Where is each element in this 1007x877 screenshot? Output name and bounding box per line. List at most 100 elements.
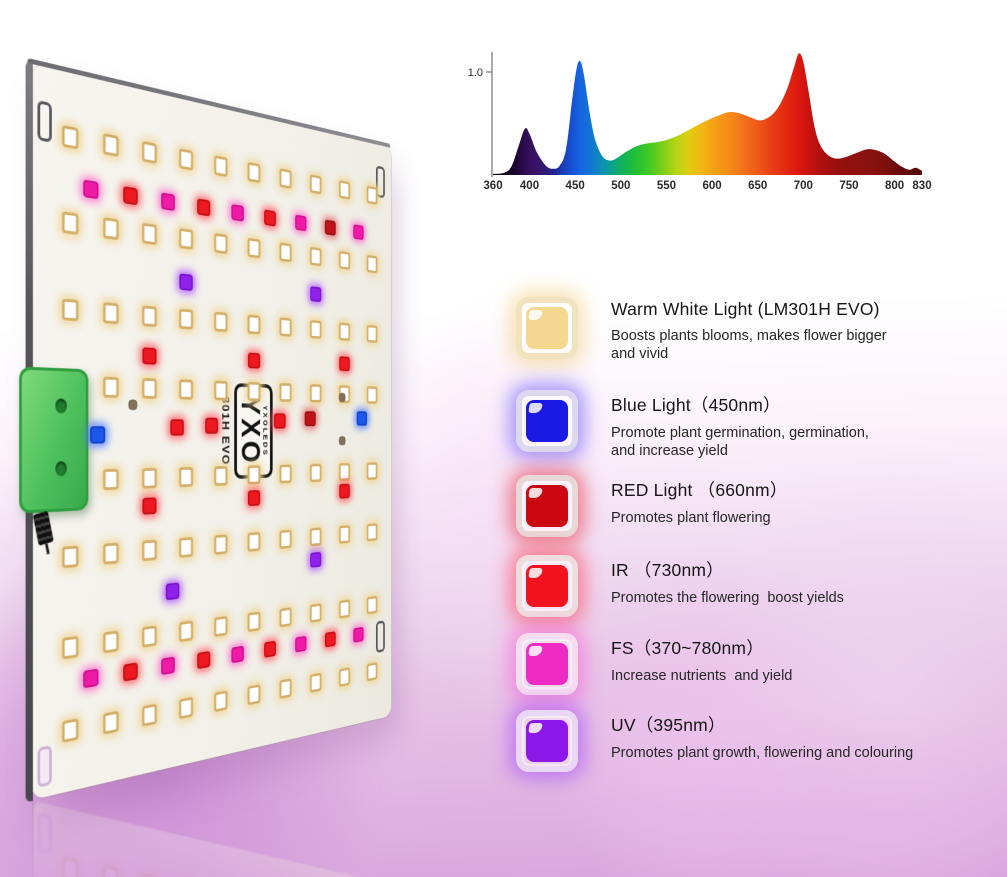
led-warm-white: [366, 522, 378, 542]
led-warm-white: [142, 140, 158, 165]
fs-led-chip: [526, 643, 568, 685]
legend-title: UV（395nm）: [611, 715, 726, 735]
ir-led-swatch: [516, 555, 578, 617]
led-magenta: [83, 668, 99, 689]
led-red: [274, 413, 286, 429]
x-axis-tick-label: 550: [657, 180, 676, 192]
led-warm-white: [214, 466, 228, 487]
led-warm-white: [247, 161, 261, 184]
led-red: [170, 419, 184, 436]
led-warm-white: [142, 305, 158, 327]
legend-text: FS（370~780nm） Increase nutrients and yie…: [611, 633, 792, 685]
legend-item-ir: IR （730nm） Promotes the flowering boost …: [516, 555, 844, 617]
legend-description: Boosts plants blooms, makes flower bigge…: [611, 328, 887, 363]
led-red: [264, 640, 276, 658]
led-warm-white: [179, 467, 194, 488]
led-warm-white: [103, 133, 119, 158]
led-magenta: [231, 645, 244, 664]
led-warm-white: [366, 596, 378, 615]
led-uv-purple: [310, 286, 322, 303]
led-warm-white: [366, 324, 378, 343]
led-warm-white: [62, 125, 79, 150]
led-warm-white: [103, 630, 119, 654]
led-warm-white: [214, 380, 228, 401]
legend-title: Blue Light（450nm）: [611, 395, 781, 415]
red-led-chip: [526, 485, 568, 527]
led-warm-white: [142, 468, 158, 490]
led-unlit: [128, 400, 138, 411]
led-warm-white: [279, 529, 292, 549]
led-warm-white: [103, 216, 119, 240]
led-magenta: [231, 204, 244, 222]
ir-led-chip: [526, 565, 568, 607]
led-warm-white: [179, 227, 194, 250]
x-axis-tick-label: 700: [794, 180, 813, 192]
legend-text: Blue Light（450nm） Promote plant germinat…: [611, 390, 869, 461]
led-warm-white: [366, 662, 378, 682]
x-axis-tick-label: 830: [912, 180, 931, 192]
legend-description: Promote plant germination, germination, …: [611, 425, 869, 460]
legend-text: IR （730nm） Promotes the flowering boost …: [611, 555, 844, 607]
led-warm-white: [103, 469, 119, 491]
led-magenta: [83, 179, 99, 200]
blue-led-swatch: [516, 390, 578, 452]
led-unlit: [339, 436, 346, 446]
led-warm-white: [309, 319, 322, 339]
x-axis-tick-label: 450: [566, 180, 585, 192]
led-warm-white: [103, 302, 119, 325]
legend-title: RED Light （660nm）: [611, 480, 788, 500]
led-warm-white: [366, 462, 378, 481]
legend-item-fs: FS（370~780nm） Increase nutrients and yie…: [516, 633, 792, 695]
led-warm-white: [247, 314, 261, 335]
led-warm-white: [142, 222, 158, 245]
led-red: [142, 347, 157, 366]
led-warm-white: [62, 718, 79, 743]
led-uv-purple: [165, 582, 180, 601]
led-red: [247, 489, 261, 507]
led-warm-white: [309, 246, 322, 267]
legend-description: Promotes plant flowering: [611, 510, 771, 526]
led-red: [197, 650, 211, 670]
led-magenta: [161, 656, 175, 676]
led-warm-white: [309, 384, 322, 403]
fs-led-swatch: [516, 633, 578, 695]
led-warm-white: [142, 378, 158, 399]
led-red: [123, 662, 138, 682]
led-warm-white: [214, 616, 228, 638]
led-warm-white: [103, 376, 119, 399]
spectrum-chart: 1.0 360 400 450 500 550 600 650 700 750 800 830: [468, 52, 932, 192]
led-red: [339, 356, 350, 372]
led-warm-white: [62, 636, 79, 660]
x-axis-tick-label: 800: [885, 180, 904, 192]
legend-item-red: RED Light （660nm） Promotes plant floweri…: [516, 475, 788, 537]
led-unlit: [339, 393, 346, 403]
legend-description: Increase nutrients and yield: [611, 668, 793, 684]
uv-led-swatch: [516, 710, 578, 772]
led-red: [205, 417, 219, 434]
legend-text: RED Light （660nm） Promotes plant floweri…: [611, 475, 788, 527]
led-warm-white: [338, 599, 351, 619]
led-warm-white: [279, 464, 292, 484]
led-warm-white: [142, 873, 158, 877]
led-warm-white: [103, 865, 119, 877]
led-uv-purple: [310, 551, 322, 568]
led-warm-white: [247, 381, 261, 402]
blue-led-chip: [526, 400, 568, 442]
warm-white-led-chip: [526, 307, 568, 349]
led-layer: [32, 800, 391, 877]
led-warm-white: [366, 386, 378, 404]
led-warm-white: [179, 148, 194, 171]
led-warm-white: [214, 155, 228, 178]
legend-title: FS（370~780nm）: [611, 638, 764, 658]
led-board: YXOLEDS YXO 301H EVO: [19, 57, 392, 803]
led-warm-white: [279, 317, 292, 337]
x-axis-tick-label: 750: [839, 180, 858, 192]
led-warm-white: [247, 237, 261, 259]
legend-description: Promotes the flowering boost yields: [611, 590, 844, 606]
x-axis-tick-label: 360: [483, 180, 502, 192]
led-warm-white: [338, 667, 351, 688]
board-pcb: YXOLEDS YXO 301H EVO: [19, 57, 392, 803]
led-warm-white: [214, 534, 228, 555]
led-warm-white: [309, 174, 322, 195]
